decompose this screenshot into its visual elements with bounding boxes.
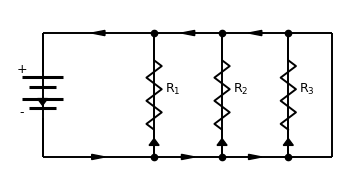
Polygon shape xyxy=(248,30,262,36)
Text: -: - xyxy=(19,106,24,119)
Text: R$_{2}$: R$_{2}$ xyxy=(232,82,248,97)
Text: +: + xyxy=(16,63,27,76)
Polygon shape xyxy=(248,154,262,159)
Polygon shape xyxy=(92,30,105,36)
Polygon shape xyxy=(92,154,105,159)
Polygon shape xyxy=(217,138,227,145)
Polygon shape xyxy=(181,30,195,36)
Polygon shape xyxy=(283,138,293,145)
Text: R$_{3}$: R$_{3}$ xyxy=(299,82,314,97)
Polygon shape xyxy=(37,99,48,105)
Polygon shape xyxy=(181,154,195,159)
Text: R$_{1}$: R$_{1}$ xyxy=(164,82,180,97)
Polygon shape xyxy=(149,138,159,145)
